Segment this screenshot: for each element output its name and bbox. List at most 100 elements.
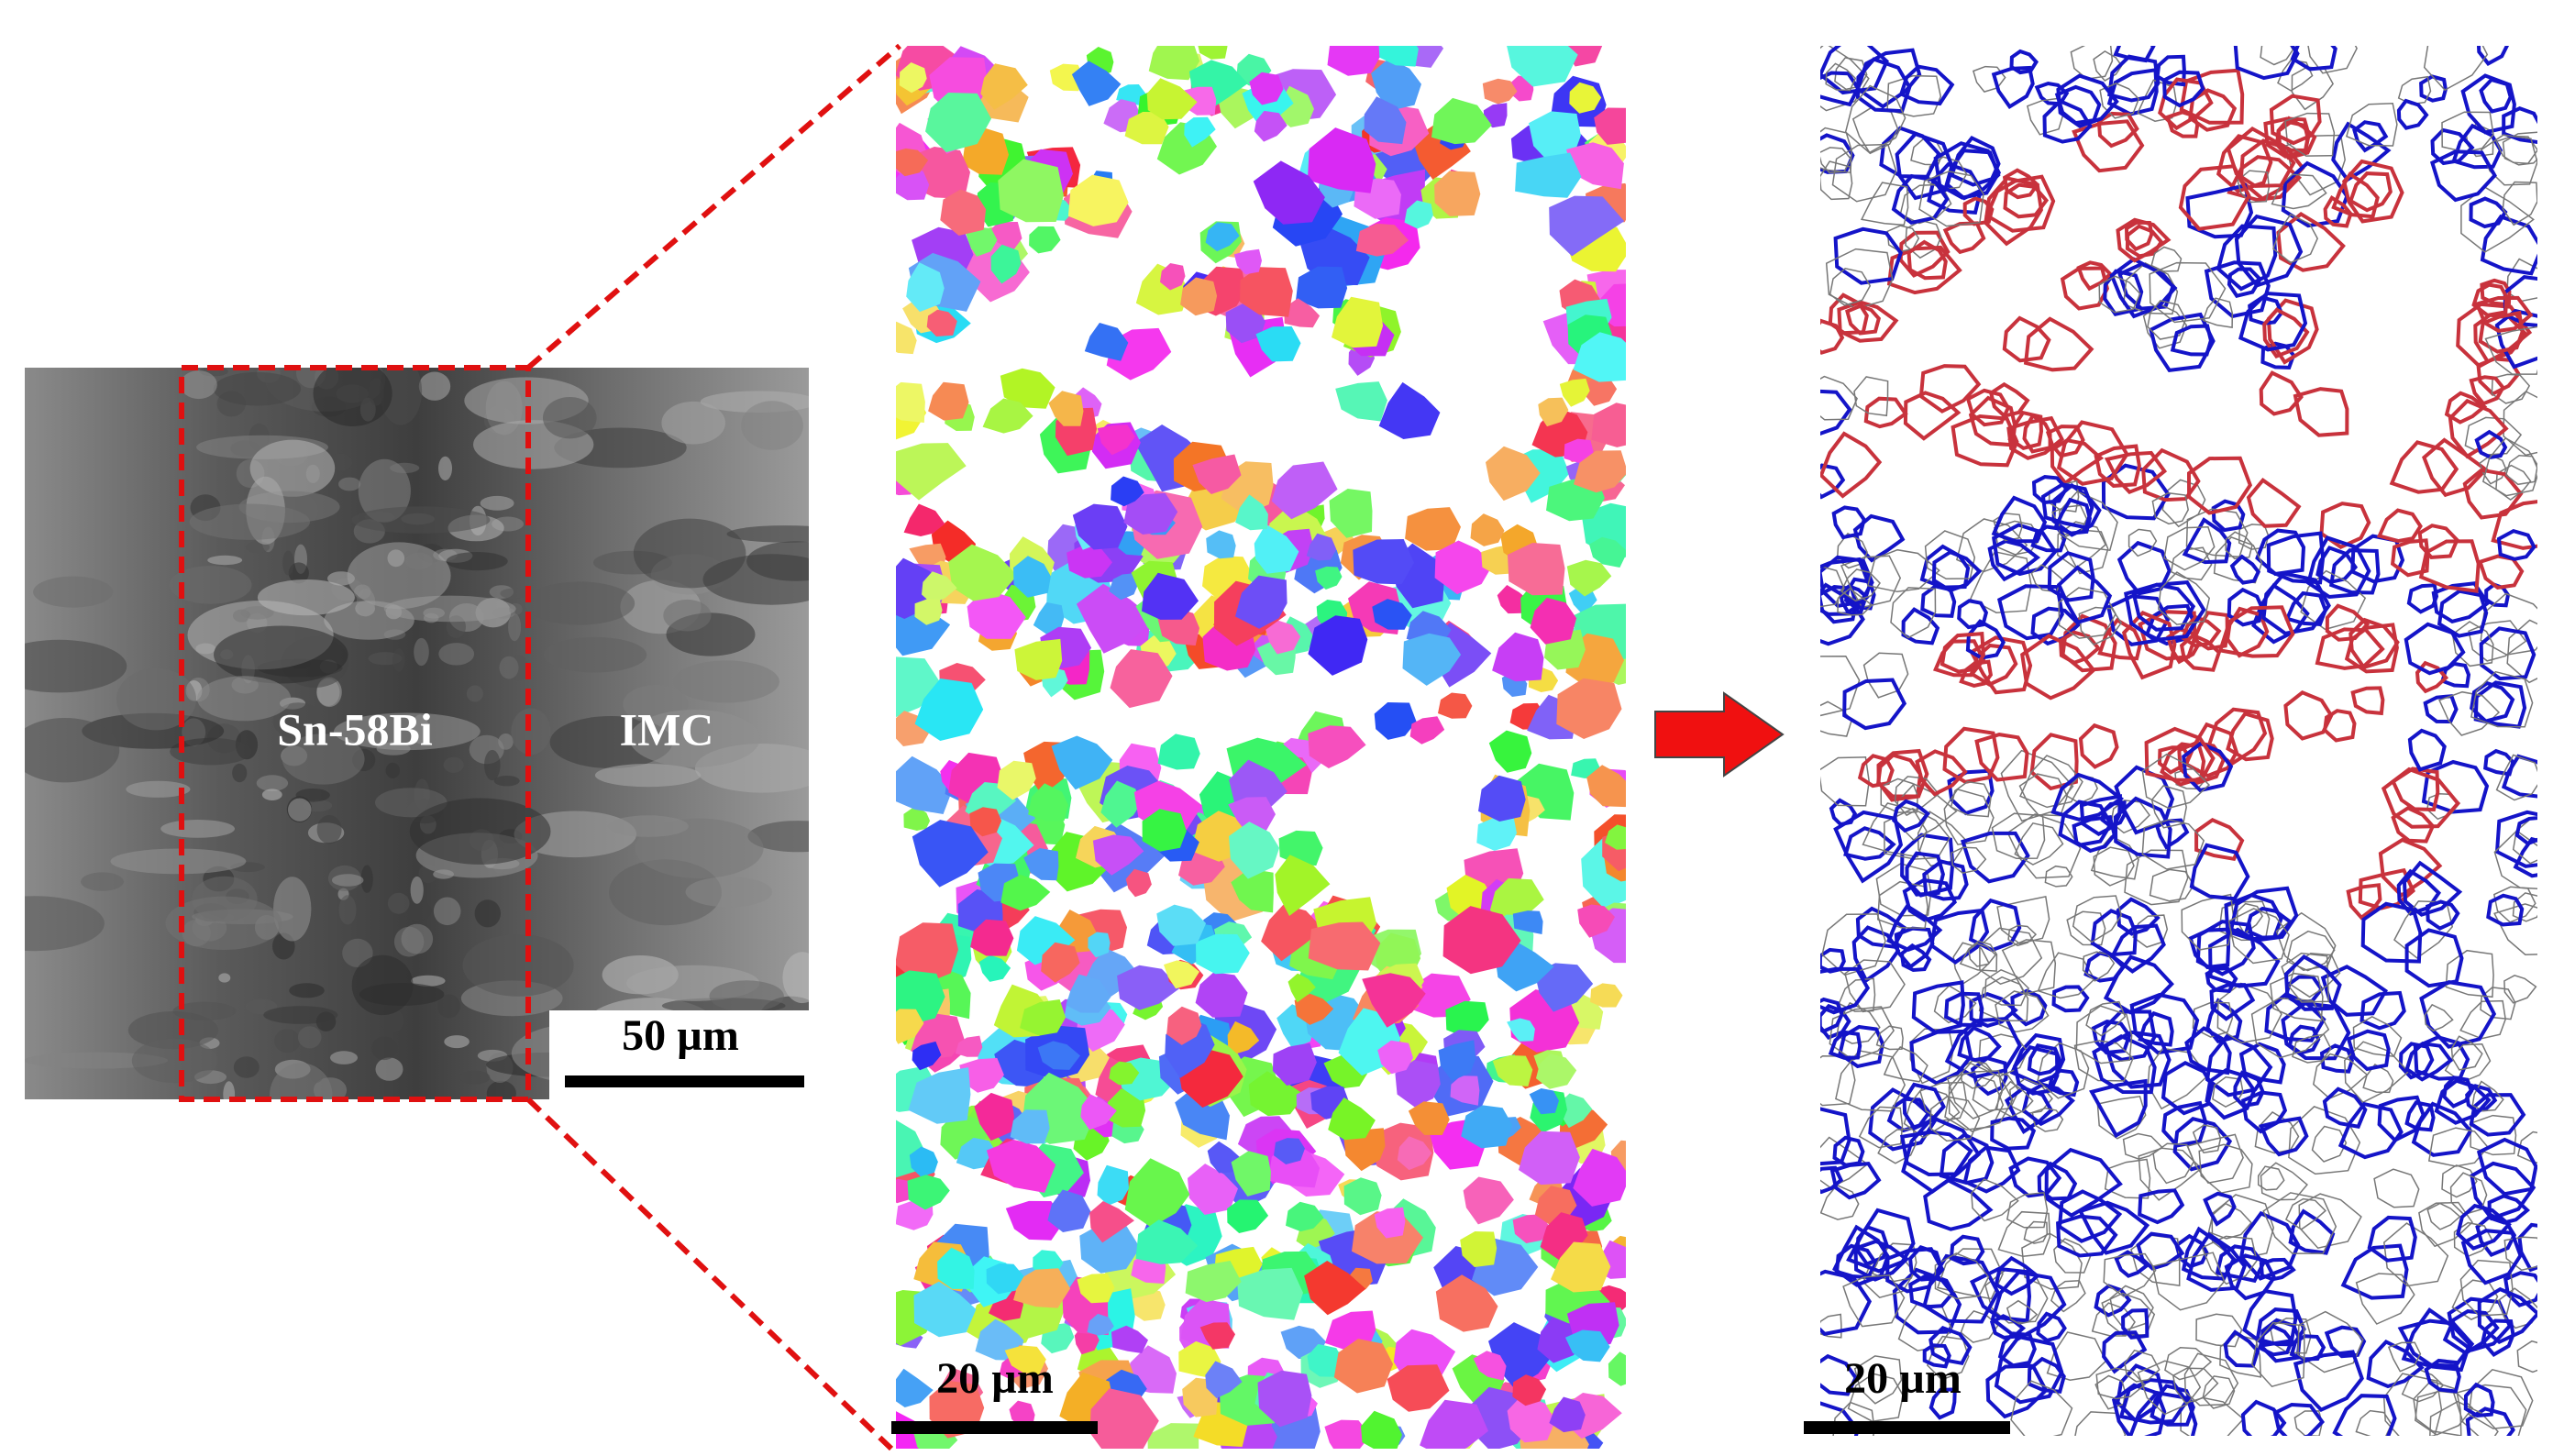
grain-boundary bbox=[2150, 785, 2187, 829]
grain-boundary bbox=[2203, 1191, 2237, 1227]
grain-boundary bbox=[2319, 502, 2371, 549]
grain bbox=[1564, 438, 1594, 465]
grain-boundary bbox=[1820, 71, 1861, 107]
grain-boundary bbox=[1929, 908, 1990, 965]
grain-boundary bbox=[1900, 833, 1955, 898]
grain-boundary bbox=[2396, 98, 2429, 130]
sem-texture bbox=[438, 456, 452, 480]
grain-boundary bbox=[1891, 173, 1950, 226]
grain-boundary bbox=[2468, 620, 2527, 662]
grain bbox=[913, 1281, 977, 1338]
sem-texture bbox=[297, 1026, 322, 1049]
grain-boundary bbox=[1929, 1387, 1957, 1420]
grain-boundary bbox=[2182, 741, 2234, 793]
grain-boundary bbox=[2481, 436, 2537, 497]
grain bbox=[903, 805, 931, 831]
grain bbox=[1156, 904, 1207, 946]
grain-boundary bbox=[1899, 943, 1932, 973]
grain-boundary bbox=[2198, 1143, 2253, 1194]
grain-boundary bbox=[2207, 1202, 2253, 1240]
grain bbox=[1507, 1394, 1556, 1443]
grain-boundary bbox=[2344, 1041, 2410, 1104]
grain bbox=[1010, 1109, 1050, 1144]
grain-boundary bbox=[2158, 77, 2214, 131]
scale-bar bbox=[1804, 1421, 2010, 1434]
grain bbox=[903, 503, 945, 536]
grain-boundary bbox=[2348, 171, 2393, 213]
grain bbox=[1014, 638, 1063, 680]
grain-boundary bbox=[1847, 1373, 1904, 1422]
grain bbox=[1192, 454, 1242, 494]
sem-texture bbox=[661, 401, 725, 445]
sem-texture bbox=[295, 789, 330, 802]
grain-boundary bbox=[2141, 447, 2201, 502]
grain-boundary bbox=[2284, 590, 2327, 626]
grain bbox=[1271, 461, 1338, 520]
grain-boundary bbox=[2106, 67, 2159, 116]
grain-boundary bbox=[2013, 1044, 2060, 1096]
grain-boundary bbox=[2202, 1375, 2236, 1409]
grain bbox=[1254, 524, 1299, 574]
grain-boundary bbox=[2383, 1222, 2449, 1287]
grain-boundary bbox=[2406, 583, 2439, 614]
sem-texture bbox=[508, 613, 522, 642]
grain bbox=[1397, 1136, 1432, 1171]
grain-boundary bbox=[2093, 846, 2135, 887]
grain-boundary bbox=[1875, 1025, 1904, 1051]
grain-boundary bbox=[2111, 1383, 2167, 1436]
grain-boundary bbox=[2474, 295, 2534, 333]
grain-boundary bbox=[1972, 65, 2006, 93]
grain-boundary bbox=[2442, 1309, 2500, 1356]
grain-boundary bbox=[2242, 1288, 2298, 1348]
sem-texture bbox=[500, 588, 528, 599]
sem-texture bbox=[486, 1080, 516, 1099]
grain-boundary bbox=[2209, 983, 2256, 1021]
grain bbox=[967, 589, 1026, 639]
sem-texture bbox=[607, 815, 689, 837]
grain bbox=[1508, 543, 1565, 596]
grain-boundary bbox=[2020, 634, 2096, 700]
sem-texture bbox=[282, 734, 365, 785]
sem-texture bbox=[218, 973, 231, 983]
grain-boundary bbox=[2072, 895, 2123, 943]
grain-boundary bbox=[2074, 1411, 2127, 1436]
grain-boundary bbox=[1932, 639, 1986, 678]
grain-boundary bbox=[2018, 755, 2083, 809]
grain-boundary bbox=[1995, 990, 2050, 1033]
grain-boundary bbox=[1948, 1062, 2014, 1132]
grain-boundary bbox=[1994, 1255, 2040, 1296]
grain-boundary bbox=[2138, 1010, 2174, 1047]
grain bbox=[1315, 566, 1343, 590]
grain-boundary bbox=[2272, 213, 2319, 264]
grain-boundary bbox=[2480, 214, 2537, 276]
sem-texture bbox=[673, 660, 779, 703]
grain-boundary bbox=[1957, 1025, 2002, 1063]
grain bbox=[1420, 1399, 1488, 1449]
grain-boundary bbox=[1853, 1239, 1910, 1282]
sem-texture bbox=[401, 923, 434, 954]
grain-boundary bbox=[2211, 499, 2246, 533]
grain-boundary bbox=[2124, 220, 2154, 252]
grain bbox=[959, 1057, 1004, 1093]
grain-boundary bbox=[2262, 1192, 2337, 1254]
scale-bar-label: 20 µm bbox=[936, 1354, 1054, 1403]
grain-boundary bbox=[2255, 528, 2306, 577]
grain-boundary bbox=[2138, 1188, 2185, 1225]
grain bbox=[912, 820, 989, 888]
grain-boundary bbox=[1851, 925, 1901, 984]
grain-boundary bbox=[2165, 110, 2200, 138]
grain-boundary bbox=[2227, 155, 2302, 203]
grain-boundary bbox=[1991, 495, 2048, 544]
grain bbox=[1329, 489, 1373, 538]
grain-boundary bbox=[1959, 940, 1998, 972]
grain-boundary bbox=[2463, 1382, 2495, 1418]
grain-boundary bbox=[2186, 456, 2253, 515]
sem-texture bbox=[380, 368, 423, 425]
grain bbox=[1589, 536, 1626, 568]
grain-boundary bbox=[2404, 1042, 2454, 1082]
grain bbox=[1166, 1006, 1202, 1045]
grain bbox=[1188, 1164, 1238, 1215]
grain-boundary bbox=[1820, 557, 1872, 616]
grain-boundary bbox=[2151, 491, 2189, 525]
grain-boundary bbox=[1959, 659, 1994, 688]
